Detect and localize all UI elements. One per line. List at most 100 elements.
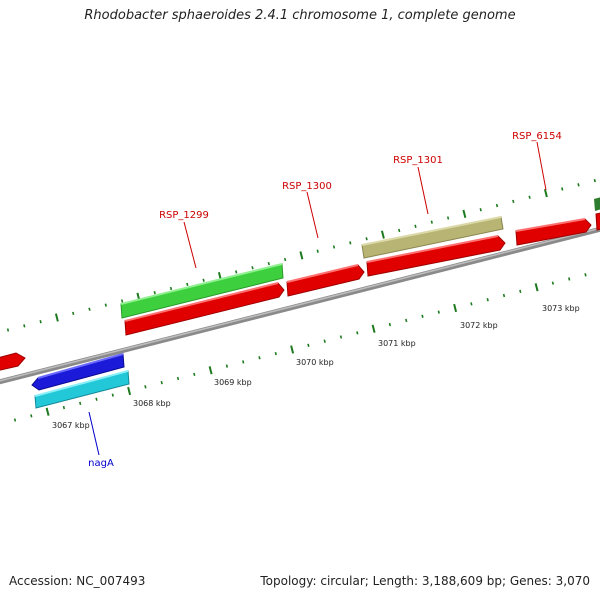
feature-rna-green[interactable] (120, 263, 284, 319)
tick-minor (470, 302, 473, 306)
feature-misc-khaki[interactable] (361, 216, 504, 259)
genome-stats-text: Topology: circular; Length: 3,188,609 bp… (260, 574, 590, 588)
kbp-label-3071: 3071 kbp (378, 339, 416, 348)
tick-minor (251, 266, 254, 270)
kbp-label-3072: 3072 kbp (460, 321, 498, 330)
tick-minor (528, 195, 531, 199)
tick-major (54, 313, 59, 322)
tick-minor (193, 372, 196, 377)
tick-minor (519, 289, 522, 294)
kbp-label-3069: 3069 kbp (214, 378, 252, 387)
tick-major (534, 283, 539, 292)
tick-major (45, 407, 50, 416)
tick-minor (274, 351, 277, 356)
tick-minor (561, 187, 564, 191)
tick-minor (104, 303, 107, 307)
tick-minor (79, 401, 82, 406)
tick-minor (339, 335, 343, 339)
tick-minor (405, 318, 408, 323)
tick-minor (62, 405, 66, 410)
feature-left-red[interactable] (0, 352, 26, 372)
tick-minor (593, 179, 596, 183)
tick-major (462, 209, 467, 218)
tick-minor (202, 278, 205, 282)
tick-major (127, 386, 132, 396)
accession-text: Accession: NC_007493 (9, 574, 146, 588)
tick-minor (502, 293, 506, 298)
tick-minor (258, 356, 261, 360)
tick-minor (88, 307, 91, 311)
tick-major (208, 366, 213, 375)
tick-major (380, 230, 385, 239)
tick-minor (267, 261, 270, 266)
tick-minor (568, 277, 571, 281)
tick-minor (6, 328, 10, 332)
tick-minor (388, 322, 392, 327)
chromosome-backbone (0, 226, 600, 385)
feature-naga-cds[interactable] (34, 370, 130, 409)
feature-rsp1299-cds[interactable] (124, 282, 285, 336)
tick-minor (160, 381, 163, 385)
tick-minor (23, 324, 26, 328)
tick-major (290, 345, 295, 354)
map-title: Rhodobacter sphaeroides 2.4.1 chromosome… (84, 8, 516, 23)
tick-minor (283, 257, 287, 262)
tick-major (453, 303, 458, 313)
tick-major (299, 251, 304, 260)
tick-minor (446, 216, 450, 220)
tick-minor (551, 281, 555, 285)
tick-minor (414, 224, 417, 228)
tick-minor (495, 203, 499, 208)
tick-minor (153, 291, 156, 295)
kbp-label-3070: 3070 kbp (296, 358, 334, 367)
tick-minor (349, 241, 352, 245)
feature-rsp1300-cds[interactable] (286, 264, 365, 297)
tick-minor (421, 314, 424, 318)
gene-label-rsp1301[interactable]: RSP_1301 (393, 155, 443, 166)
tick-minor (111, 393, 114, 397)
tick-minor (430, 220, 433, 224)
gene-label-rsp6154[interactable]: RSP_6154 (512, 131, 562, 142)
feature-right-edge[interactable] (594, 196, 600, 231)
tick-minor (323, 339, 326, 343)
tick-minor (186, 282, 189, 287)
tick-minor (169, 286, 173, 291)
tick-minor (437, 310, 440, 314)
tick-minor (398, 228, 401, 233)
tick-minor (176, 376, 180, 381)
tick-minor (356, 331, 359, 335)
tick-minor (235, 270, 238, 274)
tick-major (543, 188, 548, 198)
tick-minor (584, 273, 587, 277)
tick-track-upper (6, 179, 596, 332)
tick-minor (242, 360, 245, 364)
tick-minor (144, 385, 147, 389)
feature-rsp1301-cds[interactable] (366, 235, 506, 277)
feature-reverse-blue[interactable] (31, 353, 125, 391)
tick-minor (512, 199, 515, 204)
tick-minor (30, 414, 33, 418)
leader-lines (88, 141, 547, 456)
gene-label-naga[interactable]: nagA (88, 458, 114, 469)
tick-minor (332, 245, 336, 249)
tick-track-lower (13, 273, 587, 422)
tick-major (371, 324, 376, 333)
tick-minor (486, 298, 489, 302)
gene-label-rsp1300[interactable]: RSP_1300 (282, 181, 332, 192)
tick-minor (577, 183, 580, 187)
tick-minor (13, 418, 17, 422)
kbp-label-3073: 3073 kbp (542, 304, 580, 313)
kbp-label-3067: 3067 kbp (52, 421, 90, 430)
tick-minor (365, 237, 368, 241)
tick-minor (316, 249, 319, 253)
tick-minor (72, 311, 75, 316)
feature-rsp6154-cds[interactable] (515, 218, 592, 246)
tick-minor (479, 208, 482, 212)
tick-minor (95, 397, 98, 401)
gene-label-rsp1299[interactable]: RSP_1299 (159, 210, 209, 221)
tick-minor (39, 320, 42, 324)
tick-minor (307, 343, 310, 347)
kbp-label-3068: 3068 kbp (133, 399, 171, 408)
tick-minor (225, 364, 229, 368)
